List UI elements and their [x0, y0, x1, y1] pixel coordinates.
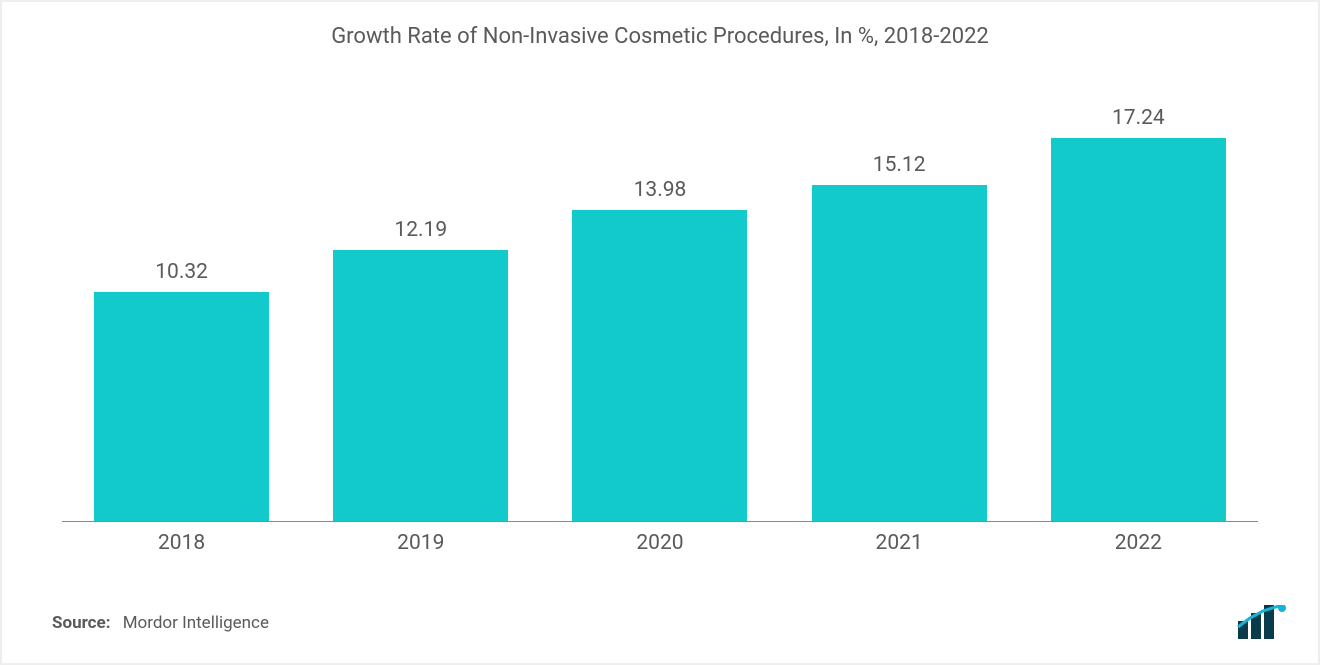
source-attribution: Source: Mordor Intelligence: [52, 613, 269, 633]
bar-value-label: 15.12: [873, 153, 926, 177]
chart-title: Growth Rate of Non-Invasive Cosmetic Pro…: [2, 24, 1318, 49]
source-value: Mordor Intelligence: [123, 613, 269, 633]
mordor-logo-icon: [1236, 605, 1290, 639]
bar-group: 10.322018: [94, 260, 269, 521]
bar-group: 17.242022: [1051, 106, 1226, 521]
bar-category-label: 2018: [94, 531, 269, 555]
bar-group: 13.982020: [572, 178, 747, 521]
bar: [333, 250, 508, 521]
bar-category-label: 2020: [572, 531, 747, 555]
bar-group: 15.122021: [812, 153, 987, 521]
bar-category-label: 2019: [333, 531, 508, 555]
chart-container: Growth Rate of Non-Invasive Cosmetic Pro…: [0, 0, 1320, 665]
bar-category-label: 2022: [1051, 531, 1226, 555]
bar: [94, 292, 269, 521]
bar: [572, 210, 747, 521]
plot-area: 10.32201812.19201913.98202015.12202117.2…: [62, 122, 1258, 522]
source-label: Source:: [52, 613, 110, 633]
bar-value-label: 12.19: [394, 218, 447, 242]
bar-value-label: 13.98: [634, 178, 687, 202]
bar-value-label: 10.32: [155, 260, 208, 284]
bar-value-label: 17.24: [1112, 106, 1165, 130]
bar: [812, 185, 987, 521]
bar-group: 12.192019: [333, 218, 508, 521]
bar: [1051, 138, 1226, 521]
bar-category-label: 2021: [812, 531, 987, 555]
